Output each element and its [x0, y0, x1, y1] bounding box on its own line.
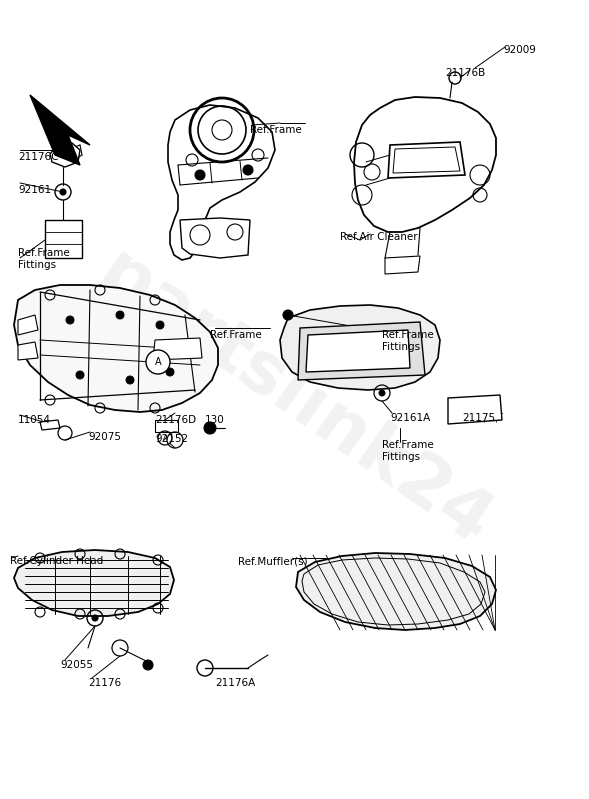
- Polygon shape: [280, 305, 440, 390]
- Text: partslink24: partslink24: [85, 238, 504, 561]
- Text: A: A: [163, 435, 167, 441]
- Circle shape: [143, 660, 153, 670]
- Text: 21176D: 21176D: [155, 415, 196, 425]
- Text: Ref.Frame
Fittings: Ref.Frame Fittings: [382, 330, 434, 352]
- Text: 21175: 21175: [462, 413, 495, 423]
- Circle shape: [146, 350, 170, 374]
- Circle shape: [92, 615, 98, 621]
- Text: 92055: 92055: [60, 660, 93, 670]
- Text: Ref.Cylinder Head: Ref.Cylinder Head: [10, 556, 103, 566]
- Text: Ref.Frame: Ref.Frame: [250, 125, 302, 135]
- Text: A: A: [155, 357, 161, 367]
- Circle shape: [76, 371, 84, 379]
- Polygon shape: [168, 105, 275, 260]
- Polygon shape: [306, 330, 410, 372]
- Text: 92152: 92152: [155, 434, 188, 444]
- Text: 21176A: 21176A: [215, 678, 255, 688]
- Polygon shape: [30, 95, 90, 165]
- Polygon shape: [18, 342, 38, 360]
- Text: 11054: 11054: [18, 415, 51, 425]
- Text: Ref.Air Cleaner: Ref.Air Cleaner: [340, 232, 418, 242]
- Circle shape: [204, 422, 216, 434]
- Polygon shape: [40, 420, 60, 430]
- Text: Ref.Frame
Fittings: Ref.Frame Fittings: [18, 248, 70, 269]
- Text: 92075: 92075: [88, 432, 121, 442]
- Circle shape: [66, 316, 74, 324]
- Text: Ref.Frame: Ref.Frame: [210, 330, 262, 340]
- Text: 21176: 21176: [88, 678, 121, 688]
- Text: Ref.Frame
Fittings: Ref.Frame Fittings: [382, 440, 434, 462]
- Circle shape: [195, 170, 205, 180]
- Polygon shape: [14, 285, 218, 412]
- Text: 92161A: 92161A: [390, 413, 430, 423]
- Circle shape: [379, 390, 385, 396]
- Circle shape: [166, 368, 174, 376]
- Text: 21176B: 21176B: [445, 68, 485, 78]
- Text: 92161: 92161: [18, 185, 51, 195]
- Text: 130: 130: [205, 415, 225, 425]
- Circle shape: [158, 431, 172, 445]
- Circle shape: [126, 376, 134, 384]
- Text: 21176C: 21176C: [18, 152, 58, 162]
- Polygon shape: [18, 315, 38, 335]
- Polygon shape: [296, 553, 496, 630]
- Circle shape: [283, 310, 293, 320]
- Polygon shape: [298, 322, 425, 380]
- Polygon shape: [448, 395, 502, 424]
- Circle shape: [60, 189, 66, 195]
- Polygon shape: [14, 550, 174, 616]
- Polygon shape: [354, 97, 496, 232]
- Polygon shape: [50, 143, 80, 167]
- Circle shape: [156, 321, 164, 329]
- Polygon shape: [180, 218, 250, 258]
- Text: Ref.Muffler(s): Ref.Muffler(s): [238, 556, 307, 566]
- Circle shape: [243, 165, 253, 175]
- Circle shape: [116, 311, 124, 319]
- Polygon shape: [153, 338, 202, 360]
- Text: 92009: 92009: [503, 45, 536, 55]
